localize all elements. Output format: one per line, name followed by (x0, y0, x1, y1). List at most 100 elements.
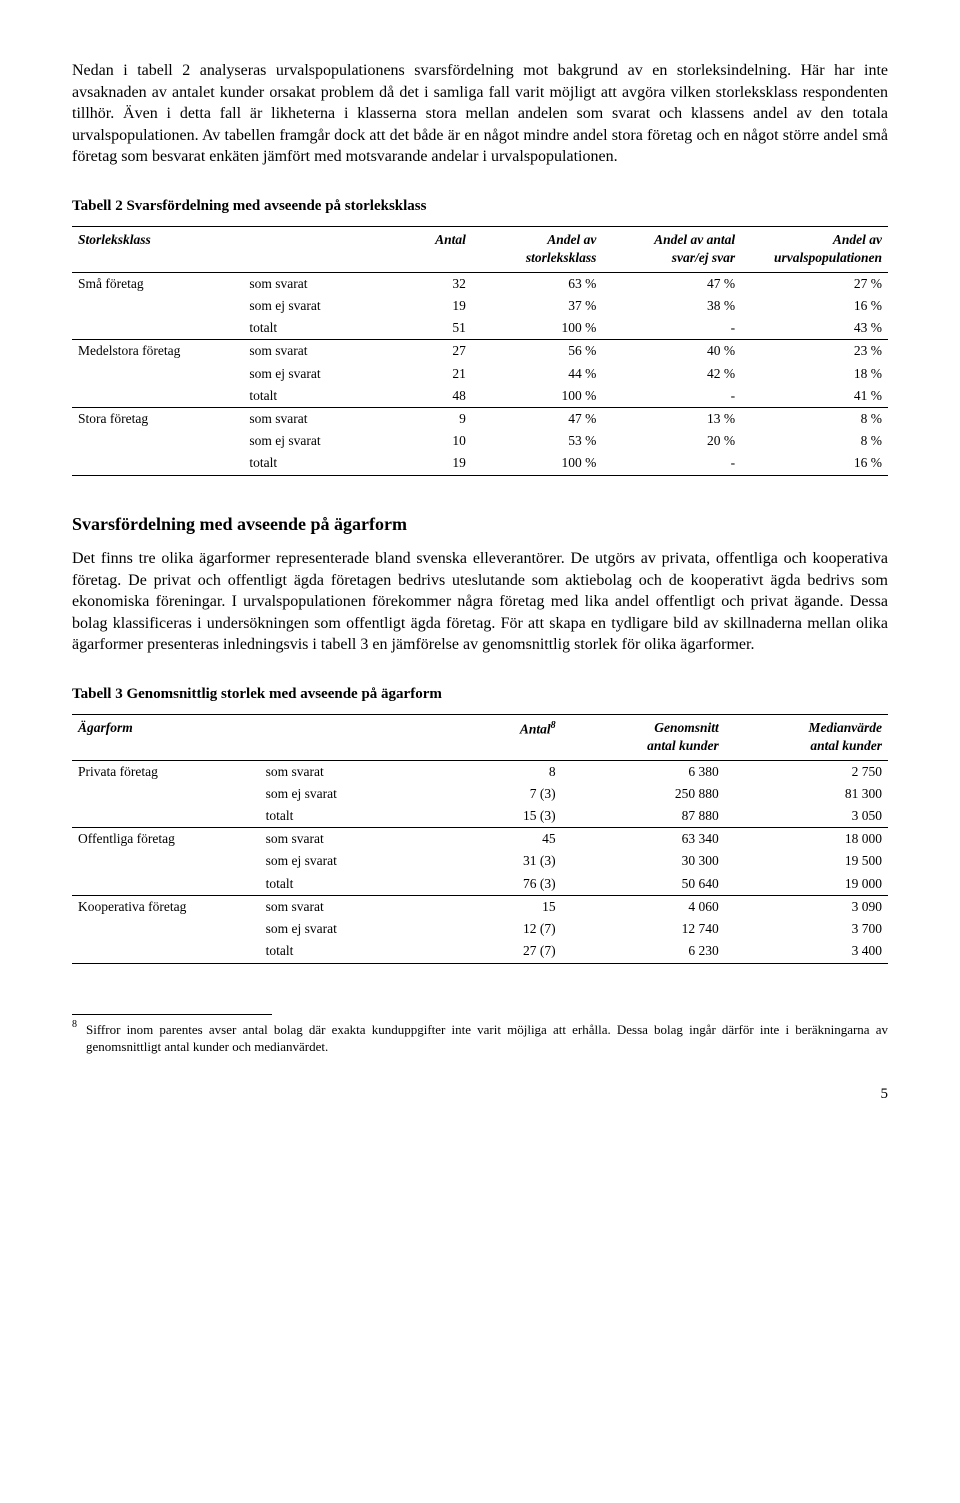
t2-antal: 27 (382, 340, 472, 363)
t2-andel-pop: 16 % (741, 452, 888, 475)
t2-resp: totalt (243, 317, 382, 340)
t3-group-label: Offentliga företag (72, 828, 260, 851)
t2-group-label (72, 317, 243, 340)
t3-resp: som ej svarat (260, 918, 415, 940)
t2-group-label (72, 452, 243, 475)
t2-antal: 9 (382, 407, 472, 430)
footnote-number: 8 (72, 1018, 77, 1032)
t3-group-label (72, 805, 260, 828)
t3-antal: 8 (415, 760, 562, 783)
t2-group-label: Små företag (72, 272, 243, 295)
t3-group-label (72, 873, 260, 896)
t3-group-label: Kooperativa företag (72, 895, 260, 918)
t2-andel-sk: 47 % (472, 407, 603, 430)
t2-antal: 21 (382, 363, 472, 385)
t2-group-label (72, 363, 243, 385)
t3-resp: totalt (260, 940, 415, 963)
t2-andel-sk: 37 % (472, 295, 603, 317)
t2-group-label (72, 295, 243, 317)
t2-andel-sk: 56 % (472, 340, 603, 363)
t2-col5: Andel av antalsvar/ej svar (602, 227, 741, 272)
t2-resp: som ej svarat (243, 363, 382, 385)
t3-genom: 250 880 (562, 783, 725, 805)
t2-andel-pop: 27 % (741, 272, 888, 295)
t3-col2 (260, 715, 415, 760)
t3-col5: Medianvärdeantal kunder (725, 715, 888, 760)
t2-antal: 19 (382, 295, 472, 317)
agarform-paragraph: Det finns tre olika ägarformer represent… (72, 548, 888, 656)
t2-antal: 10 (382, 430, 472, 452)
t2-andel-pop: 41 % (741, 385, 888, 408)
t3-median: 19 500 (725, 850, 888, 872)
t3-median: 19 000 (725, 873, 888, 896)
t2-antal: 32 (382, 272, 472, 295)
section-title-agarform: Svarsfördelning med avseende på ägarform (72, 512, 888, 536)
t2-andel-sk: 63 % (472, 272, 603, 295)
t3-resp: som svarat (260, 760, 415, 783)
t2-col1: Storleksklass (72, 227, 243, 272)
t2-col4: Andel avstorleksklass (472, 227, 603, 272)
table3: Ägarform Antal8 Genomsnittantal kunder M… (72, 714, 888, 963)
t3-col4: Genomsnittantal kunder (562, 715, 725, 760)
t2-antal: 19 (382, 452, 472, 475)
t2-andel-sk: 53 % (472, 430, 603, 452)
t3-antal: 7 (3) (415, 783, 562, 805)
t2-resp: totalt (243, 385, 382, 408)
footnote-text: Siffror inom parentes avser antal bolag … (86, 1022, 888, 1055)
t3-genom: 4 060 (562, 895, 725, 918)
t2-andel-pop: 43 % (741, 317, 888, 340)
t3-antal: 76 (3) (415, 873, 562, 896)
t2-andel-sk: 100 % (472, 385, 603, 408)
t2-group-label (72, 385, 243, 408)
t3-median: 3 400 (725, 940, 888, 963)
t2-andel-svar: 40 % (602, 340, 741, 363)
t3-group-label (72, 940, 260, 963)
t3-genom: 12 740 (562, 918, 725, 940)
t2-andel-svar: 20 % (602, 430, 741, 452)
t3-antal: 31 (3) (415, 850, 562, 872)
t2-resp: totalt (243, 452, 382, 475)
t3-genom: 6 380 (562, 760, 725, 783)
t3-antal: 15 (3) (415, 805, 562, 828)
t2-antal: 51 (382, 317, 472, 340)
t3-median: 2 750 (725, 760, 888, 783)
t2-andel-pop: 23 % (741, 340, 888, 363)
footnote-8: 8 Siffror inom parentes avser antal bola… (72, 1021, 888, 1056)
t2-andel-pop: 18 % (741, 363, 888, 385)
t2-group-label: Stora företag (72, 407, 243, 430)
t2-andel-svar: 13 % (602, 407, 741, 430)
t3-genom: 30 300 (562, 850, 725, 872)
table3-title: Tabell 3 Genomsnittlig storlek med avsee… (72, 684, 888, 704)
page-number: 5 (72, 1084, 888, 1104)
t3-group-label (72, 918, 260, 940)
t3-median: 3 700 (725, 918, 888, 940)
t2-resp: som svarat (243, 272, 382, 295)
intro-paragraph: Nedan i tabell 2 analyseras urvalspopula… (72, 60, 888, 168)
t3-genom: 6 230 (562, 940, 725, 963)
t3-group-label (72, 783, 260, 805)
t3-genom: 50 640 (562, 873, 725, 896)
t3-resp: som svarat (260, 828, 415, 851)
t3-resp: som ej svarat (260, 783, 415, 805)
t2-antal: 48 (382, 385, 472, 408)
t2-andel-svar: - (602, 385, 741, 408)
t2-resp: som ej svarat (243, 430, 382, 452)
t3-col3: Antal8 (415, 715, 562, 760)
t2-andel-sk: 100 % (472, 317, 603, 340)
t2-andel-svar: - (602, 452, 741, 475)
footnote-rule (72, 1014, 272, 1015)
t2-andel-pop: 8 % (741, 407, 888, 430)
t2-andel-sk: 44 % (472, 363, 603, 385)
t2-resp: som ej svarat (243, 295, 382, 317)
t2-group-label: Medelstora företag (72, 340, 243, 363)
t3-group-label (72, 850, 260, 872)
t2-andel-svar: 42 % (602, 363, 741, 385)
t3-resp: totalt (260, 873, 415, 896)
t3-antal: 12 (7) (415, 918, 562, 940)
t3-median: 81 300 (725, 783, 888, 805)
table2-title: Tabell 2 Svarsfördelning med avseende på… (72, 196, 888, 216)
t3-median: 3 090 (725, 895, 888, 918)
t2-col6: Andel avurvalspopulationen (741, 227, 888, 272)
t3-resp: som svarat (260, 895, 415, 918)
t2-group-label (72, 430, 243, 452)
